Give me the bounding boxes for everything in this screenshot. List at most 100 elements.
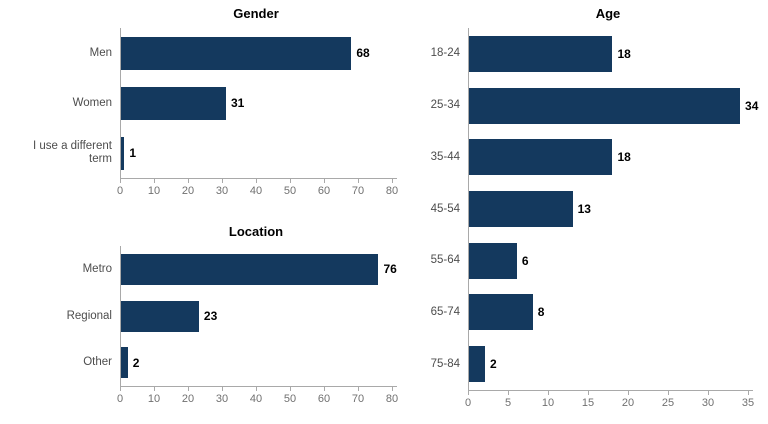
category-labels: 18-24 25-34 35-44 45-54 55-64 65-74 75-84 — [406, 28, 468, 390]
tick-label: 10 — [147, 185, 161, 197]
tick-label: 5 — [504, 397, 512, 409]
tick-label: 15 — [581, 397, 595, 409]
category-label: Other — [83, 356, 112, 369]
tick-mark — [548, 390, 549, 395]
category-label: Men — [89, 46, 112, 59]
tick-mark — [392, 386, 393, 391]
tick-label: 35 — [741, 397, 755, 409]
value-label: 2 — [489, 357, 497, 372]
category-label: Regional — [66, 309, 112, 322]
tick-mark — [120, 386, 121, 391]
bar — [121, 347, 128, 379]
tick-mark — [188, 386, 189, 391]
tick-mark — [358, 178, 359, 183]
tick-label: 10 — [541, 397, 555, 409]
tick-mark — [668, 390, 669, 395]
axis-line: 0 10 20 30 40 50 60 70 80 — [116, 386, 398, 405]
tick-label: 30 — [215, 185, 229, 197]
chart-body: 18-24 25-34 35-44 45-54 55-64 65-74 75-84 18 34 1… — [406, 28, 758, 390]
bar — [121, 300, 199, 332]
category-label: 75-84 — [430, 357, 460, 370]
bar — [121, 253, 379, 285]
x-axis: 0 10 20 30 40 50 60 70 80 — [28, 386, 398, 405]
tick-label: 80 — [385, 185, 399, 197]
value-label: 6 — [521, 253, 529, 268]
bar-row: 1 — [121, 128, 392, 178]
plot-area: 76 23 2 — [120, 246, 397, 386]
tick-label: 60 — [317, 393, 331, 405]
tick-mark — [120, 178, 121, 183]
tick-mark — [324, 386, 325, 391]
bar-row: 18 — [469, 28, 748, 80]
tick-label: 10 — [147, 393, 161, 405]
bar — [469, 294, 533, 331]
tick-mark — [588, 390, 589, 395]
tick-label: 70 — [351, 185, 365, 197]
bar-row: 31 — [121, 78, 392, 128]
tick-mark — [358, 386, 359, 391]
bar — [469, 191, 573, 228]
tick-label: 20 — [621, 397, 635, 409]
tick-label: 0 — [116, 393, 124, 405]
tick-mark — [154, 386, 155, 391]
axis-spacer — [28, 386, 120, 405]
tick-label: 50 — [283, 185, 297, 197]
axis-spacer — [28, 178, 120, 197]
tick-mark — [392, 178, 393, 183]
bar-row: 8 — [469, 287, 748, 339]
tick-label: 25 — [661, 397, 675, 409]
category-label: Metro — [82, 262, 112, 275]
bar — [469, 242, 517, 279]
value-label: 18 — [617, 150, 631, 165]
tick-label: 40 — [249, 185, 263, 197]
tick-label: 50 — [283, 393, 297, 405]
category-label: 35-44 — [430, 150, 460, 163]
chart-title: Gender — [233, 6, 279, 21]
tick-label: 30 — [701, 397, 715, 409]
tick-label: 30 — [215, 393, 229, 405]
x-axis: 0 5 10 15 20 25 30 35 — [406, 390, 754, 409]
tick-label: 20 — [181, 185, 195, 197]
bar-row: 2 — [121, 339, 392, 386]
category-label: 45-54 — [430, 202, 460, 215]
tick-mark — [154, 178, 155, 183]
value-label: 23 — [203, 309, 218, 323]
value-label: 76 — [383, 262, 397, 277]
bar-row: 68 — [121, 28, 392, 78]
x-axis: 0 10 20 30 40 50 60 70 80 — [28, 178, 398, 197]
tick-label: 0 — [116, 185, 124, 197]
tick-label: 0 — [464, 397, 472, 409]
axis-line: 0 5 10 15 20 25 30 35 — [464, 390, 754, 409]
bar — [121, 136, 125, 170]
category-label: 55-64 — [430, 254, 460, 267]
bar-row: 13 — [469, 183, 748, 235]
value-label: 2 — [132, 355, 140, 370]
value-label: 18 — [617, 46, 631, 61]
category-label: 18-24 — [430, 47, 460, 60]
category-label: 65-74 — [430, 305, 460, 318]
value-label: 13 — [577, 202, 591, 217]
bar-row: 2 — [469, 338, 748, 390]
tick-mark — [708, 390, 709, 395]
tick-mark — [324, 178, 325, 183]
category-labels: Metro Regional Other — [28, 246, 120, 386]
chart-title: Location — [228, 224, 284, 239]
bar — [469, 35, 613, 72]
tick-mark — [188, 178, 189, 183]
plot-area: 68 31 1 — [120, 28, 392, 178]
tick-label: 60 — [317, 185, 331, 197]
gender-bar-chart: Gender Men Women I use a different term 68 31… — [28, 6, 398, 197]
value-label: 68 — [356, 46, 370, 60]
bar-row: 23 — [121, 293, 392, 340]
tick-mark — [222, 178, 223, 183]
category-labels: Men Women I use a different term — [28, 28, 120, 178]
bar — [469, 87, 741, 124]
age-bar-chart: Age 18-24 25-34 35-44 45-54 55-64 65-74 75-84 18… — [406, 6, 759, 409]
tick-mark — [468, 390, 469, 395]
tick-mark — [290, 386, 291, 391]
tick-mark — [628, 390, 629, 395]
bar-row: 18 — [469, 131, 748, 183]
bar-row: 6 — [469, 235, 748, 287]
location-bar-chart: Location Metro Regional Other 76 23 2 0 10 20 30 40… — [28, 224, 399, 405]
chart-body: Men Women I use a different term 68 31 1 — [28, 28, 392, 178]
